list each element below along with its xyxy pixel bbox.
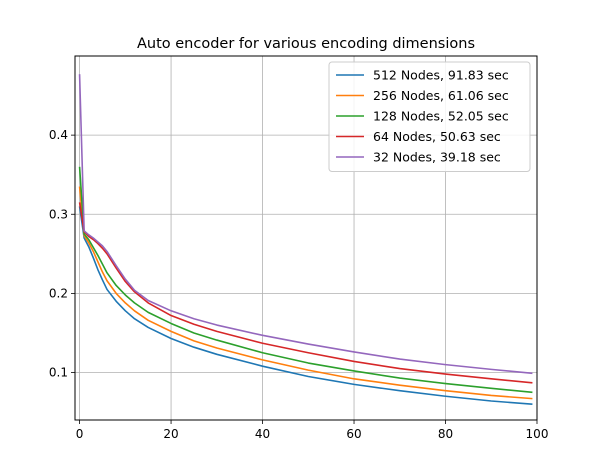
y-tick-label: 0.1 xyxy=(49,366,68,380)
chart-title: Auto encoder for various encoding dimens… xyxy=(137,36,475,52)
x-tick-label: 20 xyxy=(163,427,178,441)
series-line-4 xyxy=(78,74,533,375)
x-tick-label: 0 xyxy=(76,427,84,441)
axes: 0 20 40 60 80 100 0.1 0.2 0.3 0.4 xyxy=(49,128,549,441)
series-line-1 xyxy=(78,186,533,400)
x-tick-label: 100 xyxy=(526,427,549,441)
legend: 512 Nodes, 91.83 sec 256 Nodes, 61.06 sec… xyxy=(328,61,531,172)
series-line-2 xyxy=(78,166,533,394)
x-tick-label: 80 xyxy=(438,427,453,441)
plot-frame xyxy=(74,55,538,421)
legend-box xyxy=(328,61,531,172)
series-layer xyxy=(78,74,533,405)
series-line-3 xyxy=(78,202,533,384)
legend-label-3: 64 Nodes, 50.63 sec xyxy=(373,129,501,144)
legend-label-1: 256 Nodes, 61.06 sec xyxy=(373,88,509,103)
legend-label-2: 128 Nodes, 52.05 sec xyxy=(373,109,509,124)
x-tick-label: 60 xyxy=(346,427,361,441)
legend-label-4: 32 Nodes, 39.18 sec xyxy=(373,150,501,165)
series-line-0 xyxy=(78,206,533,405)
legend-label-0: 512 Nodes, 91.83 sec xyxy=(373,68,509,83)
y-tick-label: 0.4 xyxy=(49,128,68,142)
y-tick-label: 0.3 xyxy=(49,207,68,221)
y-tick-label: 0.2 xyxy=(49,286,68,300)
x-tick-label: 40 xyxy=(255,427,270,441)
